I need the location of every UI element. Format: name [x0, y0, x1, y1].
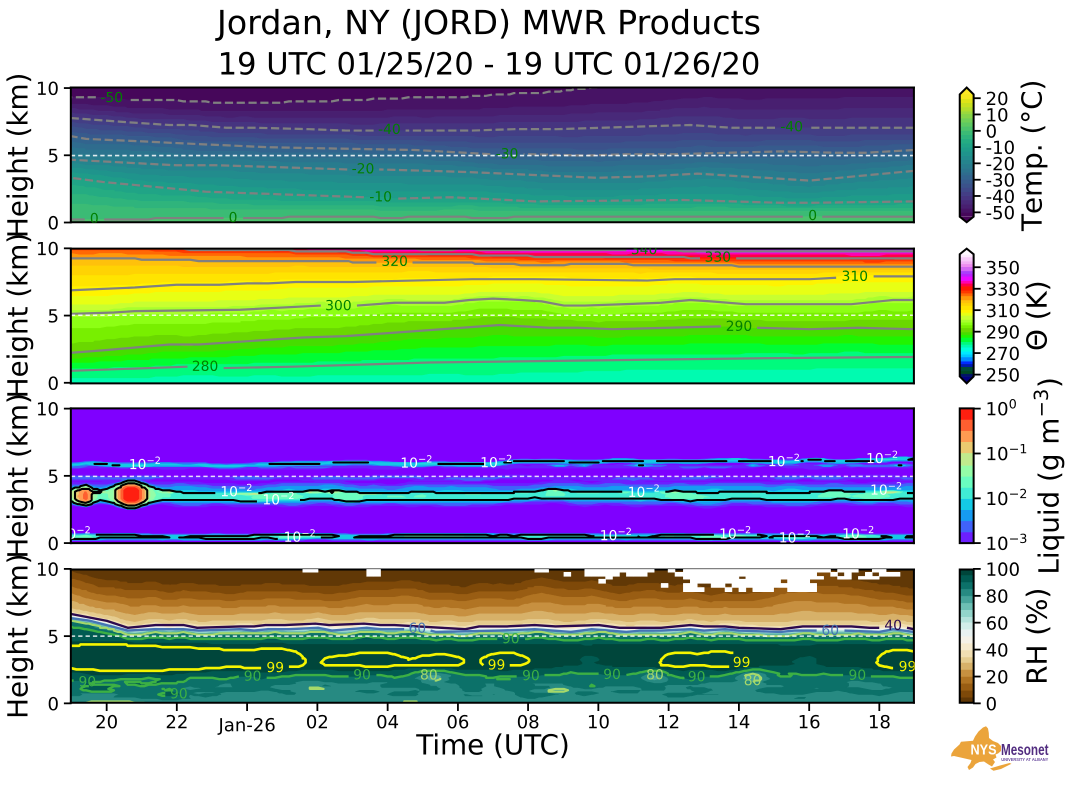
svg-text:Mesonet: Mesonet — [1001, 742, 1049, 759]
svg-text:UNIVERSITY AT ALBANY: UNIVERSITY AT ALBANY — [1001, 757, 1048, 762]
svg-text:NYS: NYS — [971, 742, 997, 759]
